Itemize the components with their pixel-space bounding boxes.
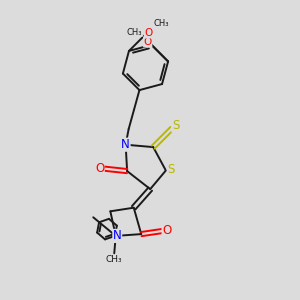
Text: N: N [121, 138, 130, 151]
Text: S: S [172, 119, 179, 132]
Text: O: O [95, 162, 104, 175]
Text: S: S [167, 163, 175, 176]
Text: O: O [144, 37, 152, 47]
Text: N: N [113, 230, 122, 242]
Text: O: O [144, 28, 153, 38]
Text: CH₃: CH₃ [127, 28, 142, 37]
Text: O: O [162, 224, 171, 237]
Text: CH₃: CH₃ [153, 19, 169, 28]
Text: CH₃: CH₃ [106, 255, 123, 264]
